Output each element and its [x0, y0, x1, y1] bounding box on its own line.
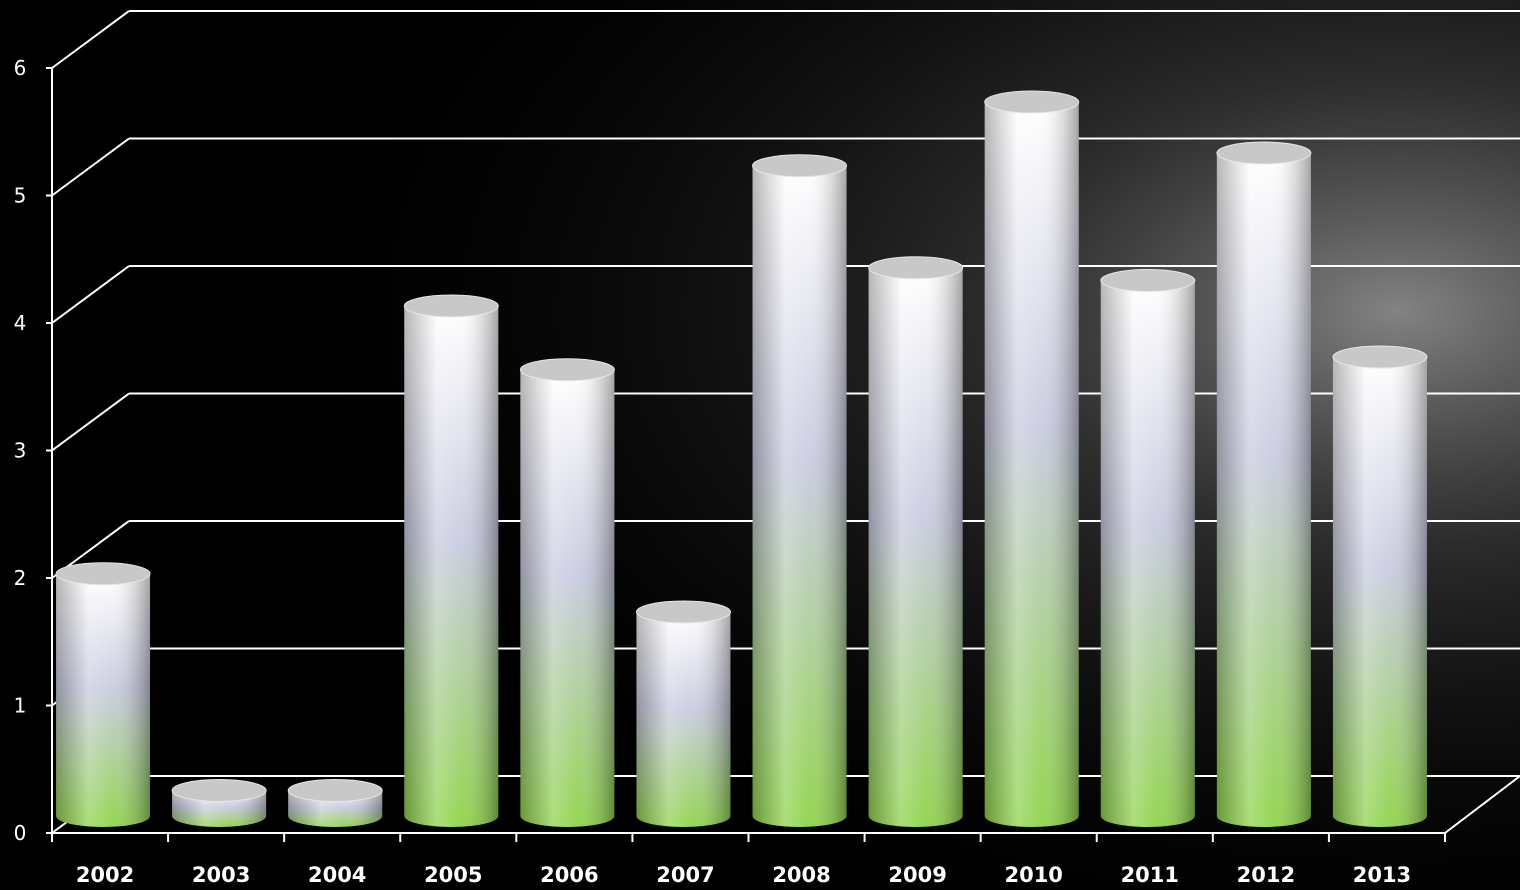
bar-cap [984, 90, 1080, 114]
bar-cap [635, 600, 731, 624]
y-axis-tick-labels: 0 1 2 3 4 5 6 [14, 56, 27, 845]
bar-2009 [868, 256, 964, 828]
bar-2003 [171, 779, 267, 828]
bar-cap [55, 562, 151, 586]
x-tick-label-2013: 2013 [1353, 863, 1411, 887]
y-tick-label-3: 3 [14, 439, 27, 463]
bar-2013 [1332, 345, 1428, 828]
bar-2005 [403, 294, 499, 828]
y-tick-label-6: 6 [14, 56, 27, 80]
bar-cap [752, 154, 848, 178]
bar-cap [171, 779, 267, 802]
bar-shading [404, 306, 499, 828]
bar-shading [1332, 357, 1427, 828]
bar-shading [868, 267, 963, 828]
bar-cap [1216, 141, 1312, 165]
bar-2002 [55, 562, 151, 828]
x-tick-label-2012: 2012 [1237, 863, 1295, 887]
bar-cap [1100, 269, 1196, 292]
x-tick-label-2005: 2005 [424, 863, 482, 887]
bar-shading [984, 102, 1079, 827]
bar-2012 [1216, 141, 1312, 828]
bar-shading [520, 369, 615, 828]
bar-2006 [519, 358, 615, 828]
bar-shading [752, 165, 847, 828]
bar-cap [868, 256, 964, 280]
bar-shading [1100, 280, 1195, 828]
bar-2008 [752, 154, 848, 828]
bar-2004 [287, 779, 383, 828]
x-tick-label-2010: 2010 [1004, 863, 1062, 887]
gridline-diagonal [51, 265, 130, 324]
bar-shading [56, 573, 151, 828]
x-tick-label-2004: 2004 [308, 863, 366, 887]
x-tick-label-2003: 2003 [192, 863, 250, 887]
y-tick-label-5: 5 [14, 184, 27, 208]
y-tick-label-4: 4 [14, 311, 27, 335]
x-tick-label-2002: 2002 [76, 863, 134, 887]
x-tick-label-2011: 2011 [1121, 863, 1179, 887]
x-tick-label-2006: 2006 [540, 863, 598, 887]
x-tick-label-2008: 2008 [772, 863, 830, 887]
x-axis-tick-labels: 2002 2003 2004 2005 2006 2007 2008 2009 2010 2011… [76, 863, 1411, 887]
bar-cap [1332, 345, 1428, 369]
gridline-diagonal [51, 137, 130, 197]
bar-shading [1216, 153, 1311, 828]
gridline-diagonal [51, 392, 130, 452]
gridline-diagonal [51, 10, 130, 69]
x-tick-label-2007: 2007 [656, 863, 714, 887]
bar-2007 [635, 600, 731, 828]
y-tick-label-0: 0 [14, 821, 27, 845]
bar-shading [636, 612, 731, 828]
y-tick-label-2: 2 [14, 566, 27, 590]
floor-right-edge [1444, 775, 1520, 834]
bar-2010 [984, 90, 1080, 827]
bar-cap [287, 779, 383, 802]
bar-cap [519, 358, 615, 382]
x-tick-label-2009: 2009 [888, 863, 946, 887]
y-tick-label-1: 1 [14, 694, 27, 718]
bar-2011 [1100, 269, 1196, 828]
bar-cap [403, 294, 499, 318]
bars [55, 90, 1428, 828]
